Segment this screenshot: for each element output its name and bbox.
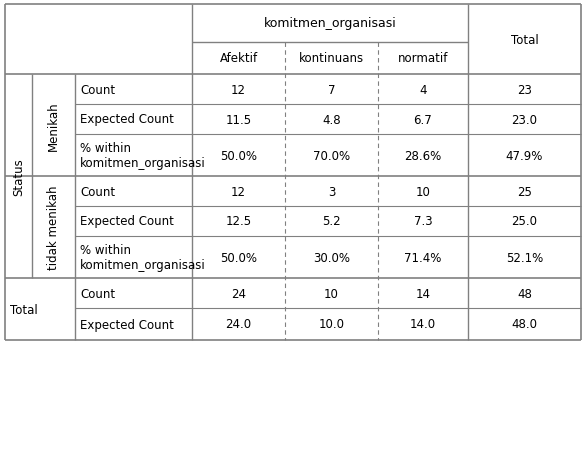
Text: 10: 10 — [415, 185, 431, 198]
Text: 25.0: 25.0 — [512, 215, 537, 228]
Text: Total: Total — [510, 34, 539, 46]
Text: 5.2: 5.2 — [322, 215, 341, 228]
Text: Count: Count — [80, 185, 115, 198]
Text: 12: 12 — [231, 84, 246, 96]
Text: Expected Count: Expected Count — [80, 215, 174, 228]
Text: 4: 4 — [419, 84, 427, 96]
Text: 14.0: 14.0 — [410, 318, 436, 331]
Text: 10.0: 10.0 — [319, 318, 345, 331]
Text: 4.8: 4.8 — [322, 113, 341, 126]
Text: 12.5: 12.5 — [226, 215, 251, 228]
Text: 30.0%: 30.0% — [313, 251, 350, 264]
Text: 7.3: 7.3 — [414, 215, 432, 228]
Text: 71.4%: 71.4% — [404, 251, 442, 264]
Text: Count: Count — [80, 84, 115, 96]
Text: 10: 10 — [324, 287, 339, 300]
Text: 12: 12 — [231, 185, 246, 198]
Text: Expected Count: Expected Count — [80, 318, 174, 331]
Text: kontinuans: kontinuans — [299, 52, 364, 65]
Text: 11.5: 11.5 — [226, 113, 251, 126]
Text: 47.9%: 47.9% — [506, 149, 543, 162]
Text: % within: % within — [80, 244, 131, 257]
Text: 23.0: 23.0 — [512, 113, 537, 126]
Text: 48: 48 — [517, 287, 532, 300]
Text: tidak menikah: tidak menikah — [47, 185, 60, 269]
Text: Status: Status — [12, 158, 25, 196]
Text: 6.7: 6.7 — [414, 113, 432, 126]
Text: Afektif: Afektif — [219, 52, 258, 65]
Text: 23: 23 — [517, 84, 532, 96]
Text: 48.0: 48.0 — [512, 318, 537, 331]
Text: 28.6%: 28.6% — [404, 149, 442, 162]
Text: Menikah: Menikah — [47, 101, 60, 151]
Text: 24: 24 — [231, 287, 246, 300]
Text: normatif: normatif — [398, 52, 448, 65]
Text: 52.1%: 52.1% — [506, 251, 543, 264]
Text: komitmen_organisasi: komitmen_organisasi — [80, 156, 206, 169]
Text: 70.0%: 70.0% — [313, 149, 350, 162]
Text: komitmen_organisasi: komitmen_organisasi — [264, 17, 396, 30]
Text: Total: Total — [10, 303, 38, 316]
Text: 7: 7 — [328, 84, 335, 96]
Text: % within: % within — [80, 142, 131, 155]
Text: 3: 3 — [328, 185, 335, 198]
Text: 24.0: 24.0 — [226, 318, 251, 331]
Text: Expected Count: Expected Count — [80, 113, 174, 126]
Text: 14: 14 — [415, 287, 431, 300]
Text: 50.0%: 50.0% — [220, 149, 257, 162]
Text: komitmen_organisasi: komitmen_organisasi — [80, 258, 206, 271]
Text: Count: Count — [80, 287, 115, 300]
Text: 50.0%: 50.0% — [220, 251, 257, 264]
Text: 25: 25 — [517, 185, 532, 198]
